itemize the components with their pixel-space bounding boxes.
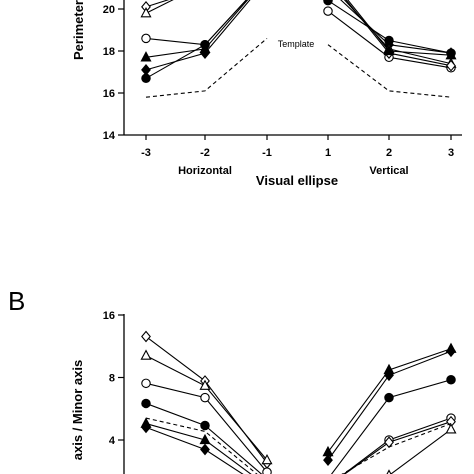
y-tick-label: 16 xyxy=(103,88,115,100)
y-tick-label: 4 xyxy=(109,435,116,447)
data-marker-7-2 xyxy=(446,345,456,358)
data-marker-4-0 xyxy=(141,64,151,76)
data-marker-11-2 xyxy=(445,423,457,434)
series-line xyxy=(145,0,251,71)
x-tick-label: -3 xyxy=(141,147,151,159)
template-line xyxy=(145,37,268,98)
series-line xyxy=(145,0,170,8)
panel-a-chart: -3 -2 -1 1 2 3 Horizontal Vertical Visual ellips… xyxy=(71,0,462,188)
data-marker-7-0 xyxy=(323,454,333,466)
x-tick-label: 2 xyxy=(386,147,392,159)
data-marker-7-0 xyxy=(323,0,333,6)
data-marker-11-1 xyxy=(386,469,392,474)
x-axis-title: Visual ellipse xyxy=(256,173,338,188)
data-marker-3-0 xyxy=(140,51,152,62)
data-marker-2-2 xyxy=(262,467,272,474)
data-marker-1-2 xyxy=(261,453,273,465)
y-tick-label: 14 xyxy=(103,130,116,142)
y-tick-label: 16 xyxy=(103,310,115,322)
panel-b-chart: 4 8 16 axis / Minor axis B xyxy=(8,286,457,474)
y-axis-title: Perimeter xyxy=(71,0,86,60)
y-tick-label: 20 xyxy=(103,4,115,16)
data-marker-5-0 xyxy=(141,421,151,434)
data-marker-7-1 xyxy=(384,369,394,382)
template-line xyxy=(341,423,452,474)
series-line xyxy=(343,421,452,474)
data-marker-8-1 xyxy=(384,392,394,403)
data-marker-3-1 xyxy=(200,420,210,431)
data-marker-5-0 xyxy=(141,73,151,84)
panel-letter: B xyxy=(8,286,25,316)
data-marker-8-2 xyxy=(446,375,456,385)
template-annotation: Template xyxy=(278,39,315,49)
data-marker-4-1 xyxy=(200,47,210,59)
data-marker-3-0 xyxy=(141,398,151,409)
data-marker-2-1 xyxy=(200,392,210,403)
y-tick-label: 18 xyxy=(103,46,115,58)
data-marker-4-1 xyxy=(199,433,211,445)
data-marker-11-2 xyxy=(445,49,457,60)
data-marker-1-1 xyxy=(199,379,211,390)
series-line xyxy=(145,0,174,14)
x-tick-label: -1 xyxy=(262,147,272,159)
x-tick-label: 3 xyxy=(448,147,454,159)
data-marker-0-0 xyxy=(141,330,151,343)
data-marker-6-0 xyxy=(323,6,333,16)
y-tick-label: 8 xyxy=(109,373,115,385)
data-marker-11-1 xyxy=(383,44,395,56)
x-tick-label: -2 xyxy=(200,147,210,159)
series-line xyxy=(145,355,268,461)
series-line xyxy=(145,0,247,46)
data-marker-5-1 xyxy=(200,39,210,50)
data-marker-1-0 xyxy=(140,349,152,360)
data-marker-5-1 xyxy=(200,443,210,456)
data-marker-2-0 xyxy=(141,33,151,44)
series-line xyxy=(390,428,452,474)
series-line xyxy=(145,0,247,79)
y-axis-title: axis / Minor axis xyxy=(70,360,85,460)
data-marker-10-2 xyxy=(446,59,456,72)
template-line xyxy=(145,417,258,474)
data-marker-2-0 xyxy=(141,378,151,389)
data-marker-1-0 xyxy=(140,7,152,18)
x-group-label: Horizontal xyxy=(178,165,232,177)
x-tick-label: 1 xyxy=(325,147,331,159)
x-group-label: Vertical xyxy=(369,165,408,177)
